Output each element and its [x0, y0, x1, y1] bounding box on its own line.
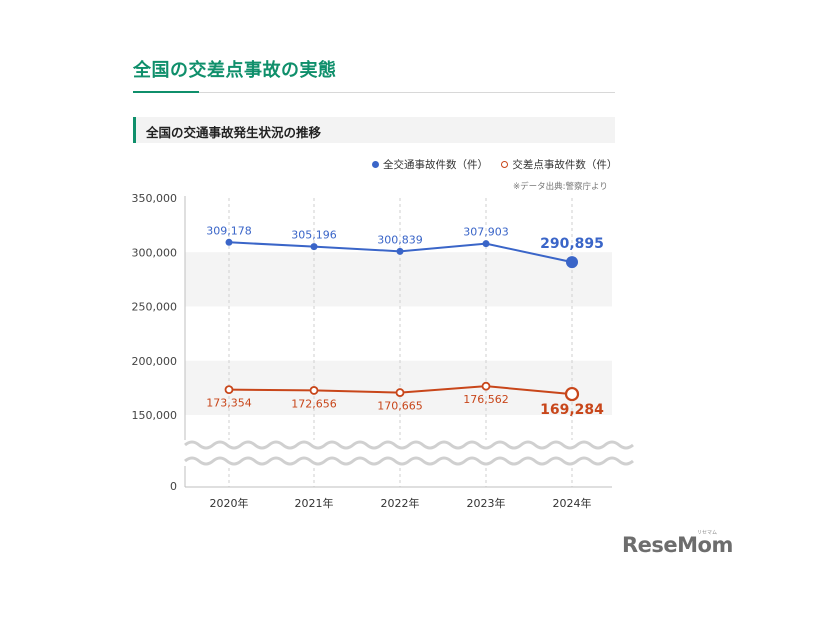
legend-item-all: 全交通事故件数（件）	[372, 157, 488, 172]
legend-marker-intersection	[501, 161, 509, 168]
legend-marker-all	[372, 161, 379, 168]
legend-label-all: 全交通事故件数（件）	[383, 159, 488, 171]
resemom-logo-reading: リセマム	[697, 530, 718, 536]
data-label-intersection: 172,656	[291, 397, 337, 410]
legend-item-intersection: 交差点事故件数（件）	[501, 157, 617, 172]
data-point-all	[396, 247, 404, 255]
data-point-all	[310, 243, 318, 251]
resemom-logo: ReseMom	[622, 533, 733, 557]
data-label-all: 307,903	[463, 226, 509, 239]
data-point-intersection	[564, 386, 580, 402]
source-note: ※データ出典:警察庁より	[513, 182, 608, 192]
axis-break-wave-bottom	[184, 456, 634, 466]
title-accent-rule	[133, 91, 199, 93]
data-point-all	[225, 238, 233, 246]
y-tick-label: 300,000	[132, 246, 178, 259]
legend-label-intersection: 交差点事故件数（件）	[512, 159, 618, 171]
page-title: 全国の交差点事故の実態	[133, 60, 337, 81]
data-label-all: 309,178	[206, 224, 252, 237]
chart-header: 全国の交通事故発生状況の推移	[133, 117, 615, 143]
y-tick-label: 150,000	[132, 409, 178, 422]
data-label-intersection: 170,665	[377, 400, 423, 413]
data-point-intersection	[309, 386, 319, 395]
x-tick-label: 2024年	[553, 496, 592, 510]
x-tick-label: 2020年	[210, 496, 249, 510]
y-tick-label: 250,000	[132, 301, 178, 314]
title-divider	[133, 92, 615, 93]
y-tick-label: 350,000	[132, 192, 178, 205]
axis-break-wave-top	[184, 440, 634, 450]
chart-title: 全国の交通事故発生状況の推移	[146, 125, 322, 140]
y-tick-label: 200,000	[132, 355, 178, 368]
data-label-all: 300,839	[377, 233, 423, 246]
x-tick-label: 2023年	[467, 496, 506, 510]
data-point-all	[566, 256, 578, 269]
x-tick-label: 2021年	[295, 496, 334, 510]
data-point-intersection	[395, 388, 405, 397]
data-label-all: 290,895	[540, 236, 604, 252]
y-tick-label: 0	[170, 480, 177, 493]
chart-legend: 全交通事故件数（件） 交差点事故件数（件）	[372, 157, 627, 172]
data-label-intersection: 176,562	[463, 393, 509, 406]
data-label-intersection: 173,354	[206, 397, 252, 410]
x-tick-label: 2022年	[381, 496, 420, 510]
data-label-intersection: 169,284	[540, 402, 604, 418]
grid-band	[185, 360, 612, 415]
data-label-all: 305,196	[291, 229, 337, 242]
data-point-intersection	[224, 385, 234, 395]
grid-band	[185, 252, 612, 307]
data-point-all	[482, 240, 490, 248]
chart-header-accent-bar	[133, 117, 136, 143]
data-point-intersection	[481, 381, 491, 391]
